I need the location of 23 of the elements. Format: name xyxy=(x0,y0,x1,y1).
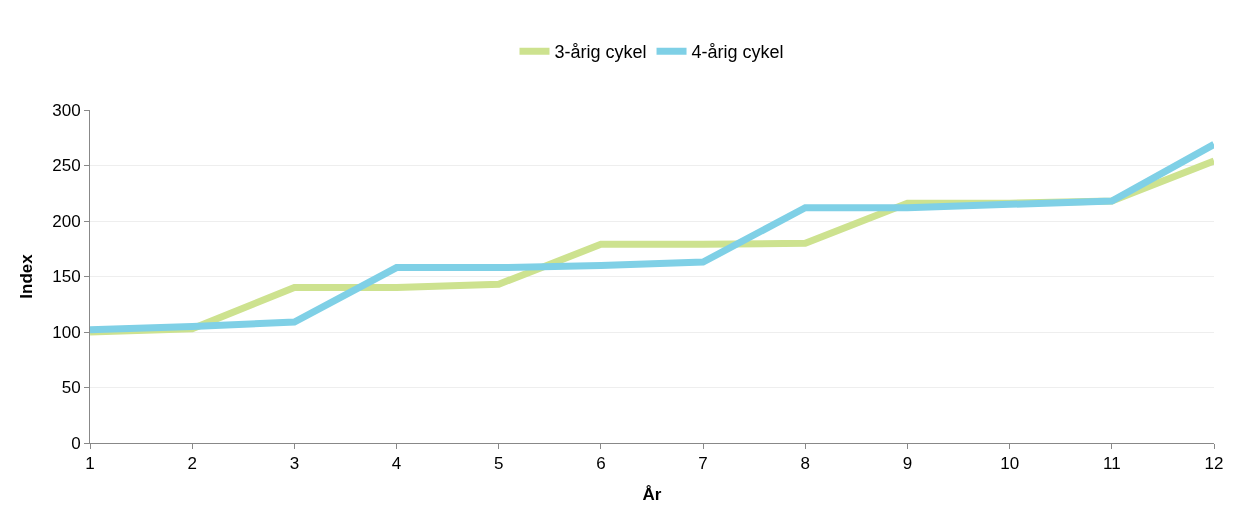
y-tick-label: 100 xyxy=(52,322,81,342)
x-tick-label: 10 xyxy=(1000,454,1020,474)
y-tick-label: 250 xyxy=(52,156,81,176)
x-tick-label: 7 xyxy=(698,454,708,474)
x-tick-label: 4 xyxy=(391,454,402,474)
y-tick-label: 0 xyxy=(71,433,81,453)
x-tick-label: 6 xyxy=(596,454,606,474)
y-tick-label: 150 xyxy=(52,267,81,287)
x-tick-label: 3 xyxy=(289,454,300,474)
x-tick-label: 9 xyxy=(902,454,913,474)
legend-label: 4-årig cykel xyxy=(691,42,784,63)
x-tick-label: 2 xyxy=(187,454,197,474)
y-tick-label: 50 xyxy=(61,378,81,398)
x-tick-label: 12 xyxy=(1204,454,1224,474)
x-tick-label: 1 xyxy=(85,454,95,474)
x-tick-label: 11 xyxy=(1102,454,1121,474)
legend-label: 3-årig cykel xyxy=(554,42,647,63)
x-tick-label: 5 xyxy=(494,454,504,474)
x-tick-label: 8 xyxy=(800,454,810,474)
x-axis-title: År xyxy=(642,484,662,504)
y-axis-title: Index xyxy=(16,253,36,299)
y-tick-label: 200 xyxy=(52,211,81,231)
y-tick-label: 300 xyxy=(52,100,81,120)
